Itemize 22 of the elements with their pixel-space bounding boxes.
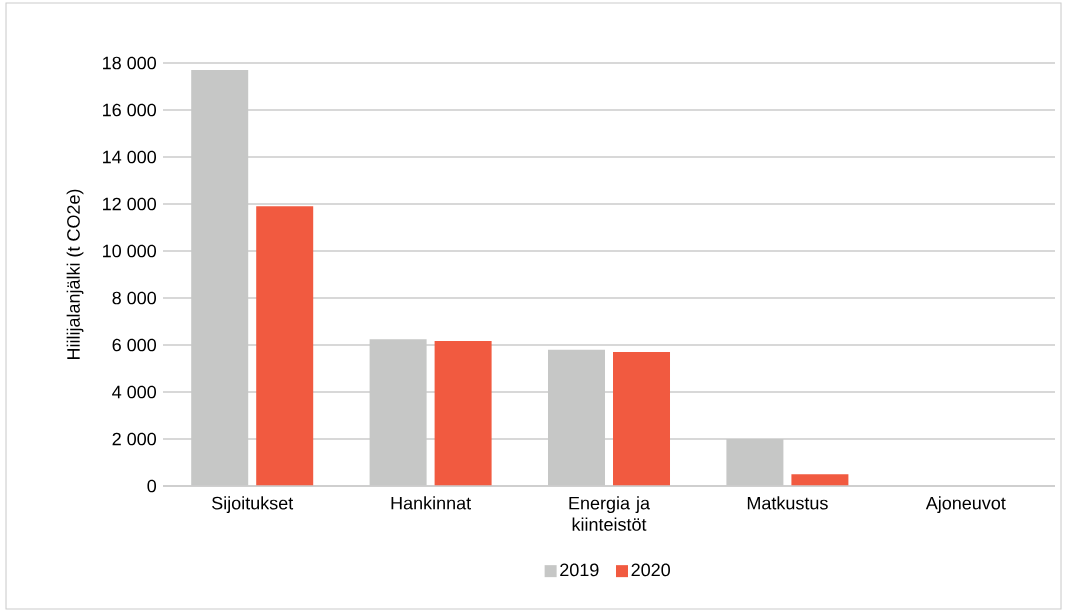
y-axis-title: Hiilijalanjälki (t CO2e) xyxy=(66,189,84,360)
y-tick-label: 2 000 xyxy=(112,432,157,446)
x-tick-label: Ajoneuvot xyxy=(925,496,1006,514)
y-tick-label: 10 000 xyxy=(103,244,157,258)
bar xyxy=(613,352,671,486)
legend-label: 2020 xyxy=(631,563,670,577)
y-tick-label: 14 000 xyxy=(103,150,157,164)
y-tick-label: 4 000 xyxy=(112,385,157,399)
y-tick-label: 0 xyxy=(147,479,157,493)
x-tick-label: Matkustus xyxy=(747,496,828,510)
y-tick-label: 12 000 xyxy=(103,197,157,211)
y-tick-label: 6 000 xyxy=(112,338,157,352)
bar xyxy=(434,341,492,486)
y-tick-label: 16 000 xyxy=(103,103,157,117)
bar xyxy=(256,206,314,486)
legend-label: 2019 xyxy=(560,563,599,577)
x-tick-label: Hankinnat xyxy=(391,496,471,510)
bar xyxy=(791,474,849,486)
x-tick-label: Sijoitukset xyxy=(212,496,294,514)
y-tick-label: 18 000 xyxy=(103,56,157,70)
x-tick-label: Energia ja kiinteistöt xyxy=(569,496,651,531)
y-tick-label: 8 000 xyxy=(112,291,157,305)
